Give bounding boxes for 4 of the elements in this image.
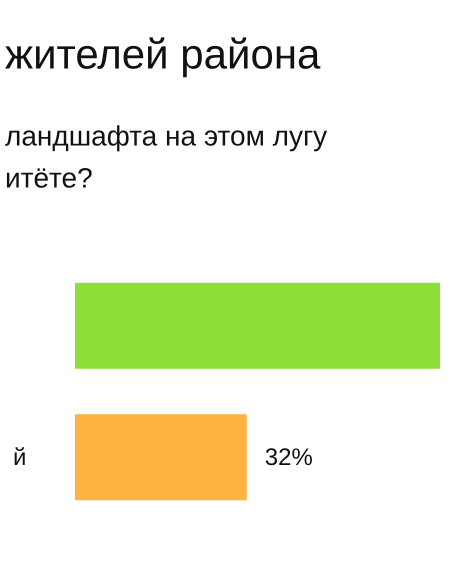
- data-label: 32%: [264, 444, 313, 471]
- chart-title: жителей района: [5, 30, 322, 78]
- y-tick-label: й: [13, 444, 26, 471]
- chart-subtitle: ландшафта на этом лугу итёте?: [5, 120, 328, 194]
